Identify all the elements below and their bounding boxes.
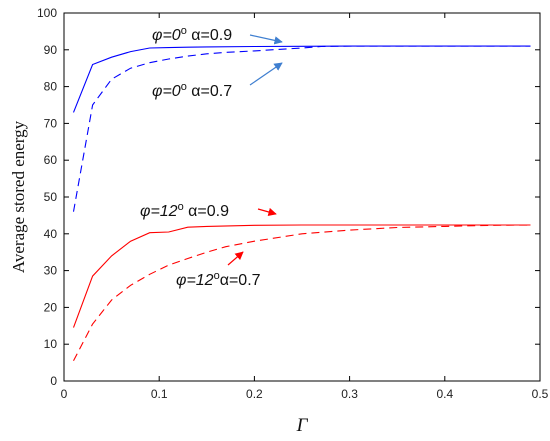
y-tick-label: 40 (44, 227, 58, 241)
arrow-red-alpha07 (227, 251, 244, 266)
annotation-blue-alpha09-deg: o (181, 25, 187, 37)
y-tick-label: 20 (44, 300, 58, 314)
x-tick-label: 0.5 (532, 387, 549, 401)
annotation-blue-alpha09: φ=0o α=0.9 (152, 25, 232, 44)
annotation-red-alpha07-alpha: α=0.7 (220, 272, 261, 289)
x-tick-label: 0.3 (341, 387, 358, 401)
y-tick-label: 80 (44, 80, 58, 94)
y-tick-label: 10 (44, 337, 58, 351)
y-tick-label: 0 (50, 374, 57, 388)
x-axis-title: Γ (296, 415, 309, 436)
annotation-red-alpha09: φ=12o α=0.9 (140, 201, 229, 220)
series-blue-solid (72, 45, 531, 113)
annotation-blue-alpha07-deg: o (181, 81, 187, 93)
x-tick-label: 0.2 (246, 387, 263, 401)
y-axis-title: Average stored energy (9, 120, 28, 273)
y-tick-label: 30 (44, 264, 58, 278)
x-tick-label: 0.1 (151, 387, 168, 401)
arrow-blue-alpha09 (249, 34, 283, 45)
y-tick-label: 50 (44, 190, 58, 204)
annotation-red-alpha07-phi: φ=12 (176, 272, 214, 289)
plot-frame (63, 12, 541, 382)
series-red-dashed (73, 224, 531, 362)
series-blue-dashed (72, 45, 531, 212)
annotation-blue-alpha09-alpha: α=0.9 (187, 27, 232, 44)
annotation-blue-alpha09-phi: φ=0 (152, 27, 181, 44)
annotation-blue-alpha07-alpha: α=0.7 (187, 83, 232, 100)
annotation-red-alpha07: φ=12oα=0.7 (176, 270, 261, 289)
arrow-blue-alpha07 (249, 62, 283, 86)
annotation-red-alpha09-deg: o (178, 201, 184, 213)
y-tick-label: 100 (37, 6, 57, 20)
x-tick-label: 0 (61, 387, 68, 401)
annotation-red-alpha07-deg: o (214, 270, 220, 282)
y-tick-label: 70 (44, 116, 58, 130)
annotation-red-alpha09-alpha: α=0.9 (184, 203, 229, 220)
axis-ticks: 0 0.1 0.2 0.3 0.4 0.5 0 10 20 30 40 50 60 70 80 90 100 (37, 6, 549, 401)
arrow-red-alpha09 (257, 207, 277, 217)
series-layer (72, 45, 531, 362)
y-tick-label: 60 (44, 153, 58, 167)
x-tick-label: 0.4 (436, 387, 453, 401)
y-tick-label: 90 (44, 43, 58, 57)
series-red-solid (72, 224, 531, 328)
annotation-blue-alpha07: φ=0o α=0.7 (152, 81, 232, 100)
annotation-blue-alpha07-phi: φ=0 (152, 83, 181, 100)
annotation-red-alpha09-phi: φ=12 (140, 203, 178, 220)
